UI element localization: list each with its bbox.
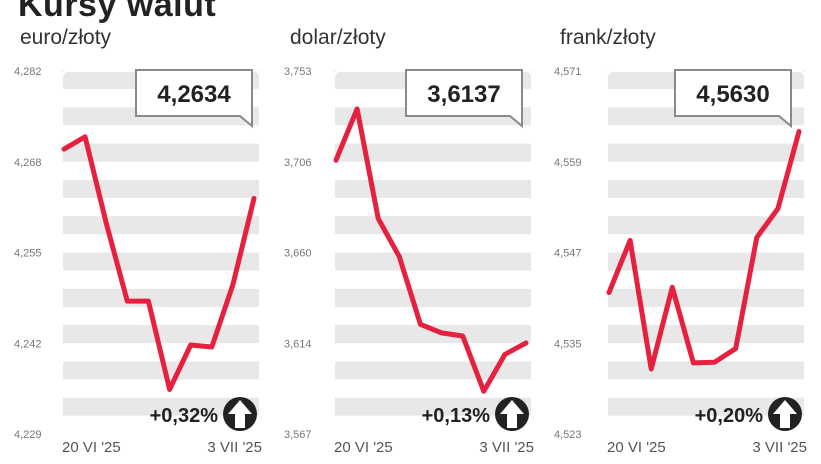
series-line — [606, 129, 802, 372]
grid-band — [62, 125, 260, 144]
up-arrow-icon — [768, 397, 802, 431]
grid-band — [334, 306, 532, 326]
grid-band — [334, 325, 532, 344]
y-tick-label: 4,559 — [554, 157, 582, 169]
up-arrow-icon — [223, 397, 257, 431]
chart-subtitle: euro/złoty — [20, 26, 112, 49]
chart-euro-zloty: 4,229 4,242 4,255 4,268 4,282 20 VI '25 3 VII … — [14, 66, 262, 456]
change-percent-label: +0,13% — [422, 405, 491, 427]
y-tick-label: 4,268 — [14, 157, 42, 169]
grid-band — [334, 397, 532, 416]
grid-band — [334, 379, 532, 398]
grid-band — [607, 143, 805, 162]
grid-band — [607, 379, 805, 398]
grid-band — [607, 343, 805, 362]
grid-band — [62, 198, 260, 217]
grid-band — [62, 143, 260, 162]
y-tick-label: 3,567 — [284, 429, 312, 441]
chart-panel-euro: euro/złoty 4,229 4,242 4,255 4,268 4,282 20 V… — [0, 0, 270, 464]
grid-band — [607, 198, 805, 217]
up-arrow-icon-glyph — [500, 400, 524, 428]
grid-band — [607, 325, 805, 344]
change-percent-label: +0,20% — [695, 405, 764, 427]
chart-frank-zloty: 4,523 4,535 4,547 4,559 4,571 20 VI '25 3 VII … — [554, 66, 807, 456]
grid-band — [334, 415, 532, 434]
x-tick-label: 3 VII '25 — [479, 439, 534, 456]
y-tick-label: 4,229 — [14, 429, 42, 441]
grid-band — [62, 415, 260, 434]
series-line — [333, 106, 529, 394]
y-tick-label: 3,660 — [284, 248, 312, 260]
grid-band — [62, 397, 260, 416]
grid-band — [62, 252, 260, 271]
x-tick-label: 20 VI '25 — [62, 439, 121, 456]
page-title: Kursy walut — [18, 0, 217, 24]
y-tick-label: 4,282 — [14, 66, 42, 78]
grid-band — [607, 415, 805, 434]
x-tick-label: 20 VI '25 — [607, 439, 666, 456]
up-arrow-icon-glyph — [228, 400, 252, 428]
grid-band — [334, 252, 532, 271]
current-value-label: 4,5630 — [696, 81, 769, 108]
grid-band — [62, 179, 260, 199]
chart-subtitle: dolar/złoty — [290, 26, 386, 49]
grid-band — [334, 179, 532, 199]
grid-band — [607, 234, 805, 253]
grid-band — [334, 343, 532, 362]
grid-band — [62, 288, 260, 307]
x-tick-label: 20 VI '25 — [334, 439, 393, 456]
grid-band — [62, 361, 260, 380]
y-tick-label: 4,571 — [554, 66, 582, 78]
change-percent-label: +0,32% — [150, 405, 219, 427]
grid-band — [62, 161, 260, 180]
chart-subtitle: frank/złoty — [560, 26, 656, 49]
value-callout-box — [135, 69, 253, 129]
value-callout-box — [674, 69, 792, 129]
grid-band — [334, 361, 532, 380]
grid-band — [62, 270, 260, 289]
grid-band — [334, 234, 532, 253]
x-tick-label: 3 VII '25 — [207, 439, 262, 456]
chart-panel-dolar: dolar/złoty 3,567 3,614 3,660 3,706 3,753 20 … — [272, 0, 542, 464]
y-tick-label: 4,242 — [14, 338, 42, 350]
grid-band — [62, 234, 260, 253]
chart-panel-frank: frank/złoty 4,523 4,535 4,547 4,559 4,571 20 … — [545, 0, 815, 464]
grid-band — [607, 361, 805, 380]
current-value-label: 3,6137 — [427, 81, 500, 108]
up-arrow-icon — [495, 397, 529, 431]
x-tick-label: 3 VII '25 — [752, 439, 807, 456]
grid-band — [334, 216, 532, 235]
grid-band — [334, 288, 532, 307]
grid-band — [607, 125, 805, 144]
grid-band — [62, 379, 260, 398]
grid-band — [62, 325, 260, 344]
y-tick-label: 4,535 — [554, 338, 582, 350]
series-line — [61, 134, 257, 392]
grid-band — [334, 270, 532, 289]
grid-band — [334, 125, 532, 144]
grid-band — [334, 143, 532, 162]
up-arrow-icon-glyph — [773, 400, 797, 428]
chart-dolar-zloty: 3,567 3,614 3,660 3,706 3,753 20 VI '25 3 VII … — [284, 66, 534, 456]
current-value-label: 4,2634 — [157, 81, 231, 108]
grid-band — [607, 161, 805, 180]
y-tick-label: 4,255 — [14, 248, 42, 260]
grid-band — [607, 179, 805, 199]
grid-band — [607, 306, 805, 326]
grid-band — [334, 161, 532, 180]
value-callout-box — [405, 69, 523, 129]
y-tick-label: 3,706 — [284, 157, 312, 169]
y-tick-label: 3,753 — [284, 66, 312, 78]
grid-band — [607, 288, 805, 307]
grid-band — [607, 397, 805, 416]
grid-band — [62, 216, 260, 235]
grid-band — [334, 198, 532, 217]
y-tick-label: 4,523 — [554, 429, 582, 441]
y-tick-label: 3,614 — [284, 338, 312, 350]
y-tick-label: 4,547 — [554, 248, 582, 260]
grid-band — [607, 216, 805, 235]
grid-band — [62, 306, 260, 326]
grid-band — [607, 270, 805, 289]
